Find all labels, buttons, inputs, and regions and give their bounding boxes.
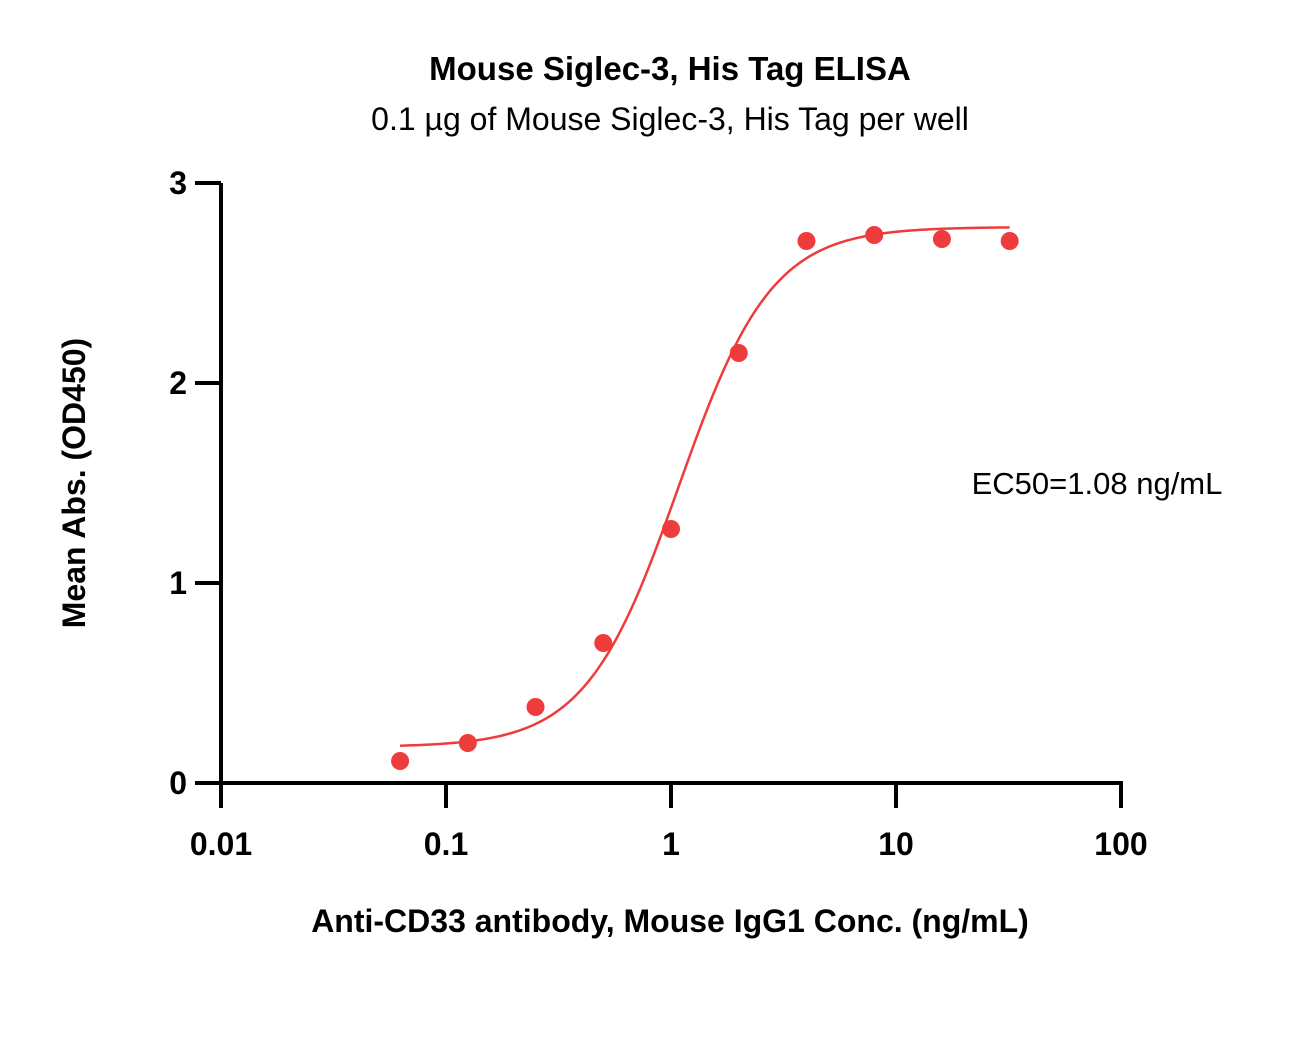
x-tick-label: 10	[878, 826, 914, 862]
y-tick-label: 0	[169, 765, 187, 801]
data-point	[594, 634, 613, 652]
chart-title: Mouse Siglec-3, His Tag ELISA	[429, 50, 911, 87]
x-tick-label: 0.1	[424, 826, 468, 862]
ec50-annotation: EC50=1.08 ng/mL	[972, 466, 1223, 501]
data-point	[1000, 232, 1019, 250]
y-tick-label: 2	[169, 365, 187, 401]
y-axis-label: Mean Abs. (OD450)	[56, 338, 92, 628]
x-tick-label: 1	[662, 826, 680, 862]
data-point	[662, 520, 680, 538]
y-tick-label: 1	[169, 565, 187, 601]
data-point	[797, 232, 816, 250]
data-point	[932, 230, 951, 248]
data-point	[865, 226, 884, 244]
y-tick-label: 3	[169, 165, 187, 201]
chart-subtitle: 0.1 µg of Mouse Siglec-3, His Tag per we…	[371, 101, 969, 137]
data-point	[526, 698, 545, 716]
fit-curve	[400, 226, 1010, 747]
data-point	[391, 752, 410, 770]
plot-area: 0 1 2 3 0.01 0.1 1 10 100	[169, 165, 1147, 862]
data-point	[458, 734, 477, 752]
x-tick-label: 0.01	[190, 826, 252, 862]
x-axis-label: Anti-CD33 antibody, Mouse IgG1 Conc. (ng…	[311, 903, 1029, 939]
x-tick-label: 100	[1094, 826, 1147, 862]
data-point	[729, 344, 748, 362]
